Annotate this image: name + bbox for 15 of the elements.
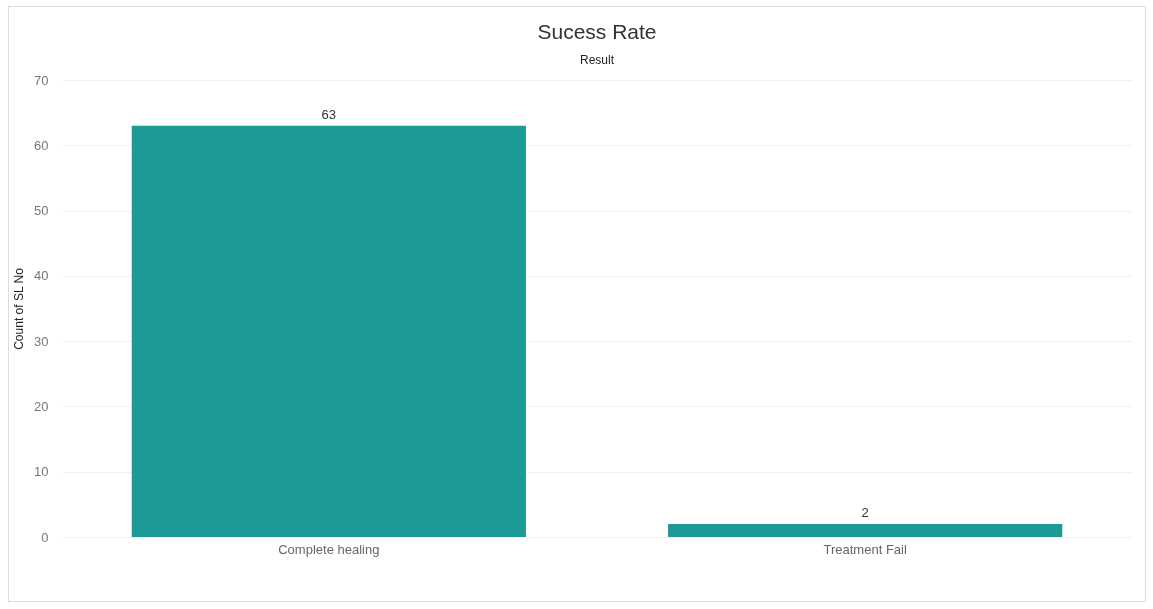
y-tick-label: 40: [34, 268, 49, 284]
x-tick-label: Treatment Fail: [823, 541, 907, 557]
y-tick-label: 70: [34, 72, 49, 88]
y-tick-label: 30: [34, 333, 49, 349]
data-label: 2: [861, 504, 869, 520]
y-tick-label: 50: [34, 203, 49, 219]
chart-title: Sucess Rate: [537, 20, 657, 43]
data-label: 63: [321, 106, 337, 122]
y-tick-label: 10: [34, 464, 49, 480]
y-axis-title: Count of SL No: [12, 267, 27, 350]
y-tick-label: 0: [41, 529, 49, 545]
x-axis-title: Result: [579, 53, 615, 67]
y-tick-label: 60: [34, 137, 49, 153]
x-tick-label: Complete healing: [278, 541, 380, 557]
y-tick-label: 20: [34, 398, 49, 414]
